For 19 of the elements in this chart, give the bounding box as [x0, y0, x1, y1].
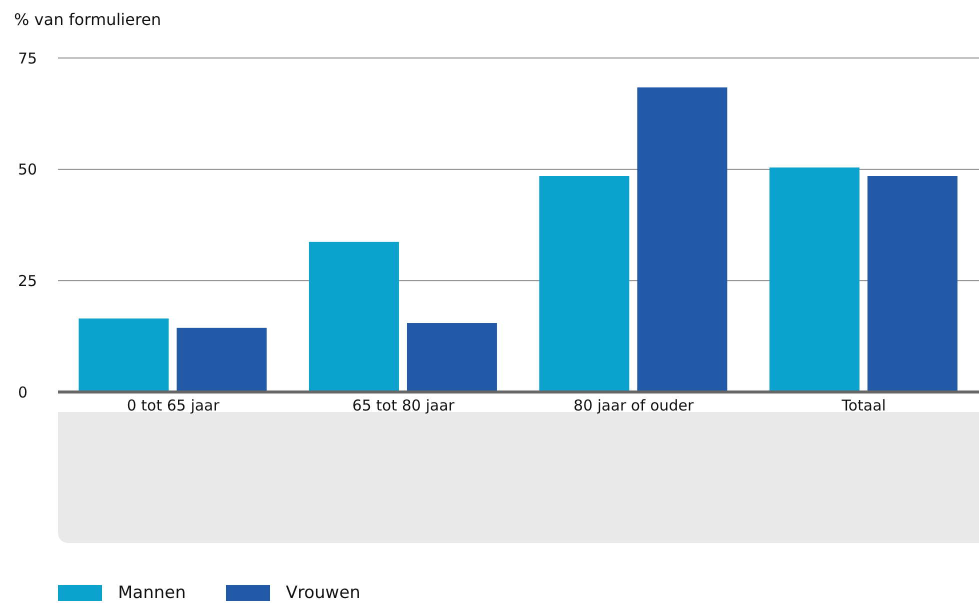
- bar: [769, 168, 860, 392]
- y-tick-label: 25: [18, 272, 38, 290]
- bar: [867, 176, 958, 392]
- legend-label: Mannen: [117, 583, 186, 603]
- y-tick-label: 50: [18, 160, 38, 179]
- y-axis-title: % van formulieren: [14, 10, 162, 29]
- bar: [308, 242, 399, 392]
- y-tick-label: 0: [18, 383, 28, 402]
- bar: [78, 318, 169, 392]
- x-tick-label: 0 tot 65 jaar: [126, 396, 220, 415]
- x-tick-label: 65 tot 80 jaar: [352, 396, 456, 415]
- bar: [406, 322, 497, 392]
- y-tick-label: 75: [18, 49, 38, 68]
- bar: [637, 87, 728, 392]
- x-tick-label: 80 jaar of ouder: [574, 396, 695, 415]
- bar: [176, 328, 267, 392]
- bar: [539, 176, 630, 392]
- legend-label: Vrouwen: [284, 583, 360, 603]
- x-tick-label: Totaal: [840, 396, 886, 415]
